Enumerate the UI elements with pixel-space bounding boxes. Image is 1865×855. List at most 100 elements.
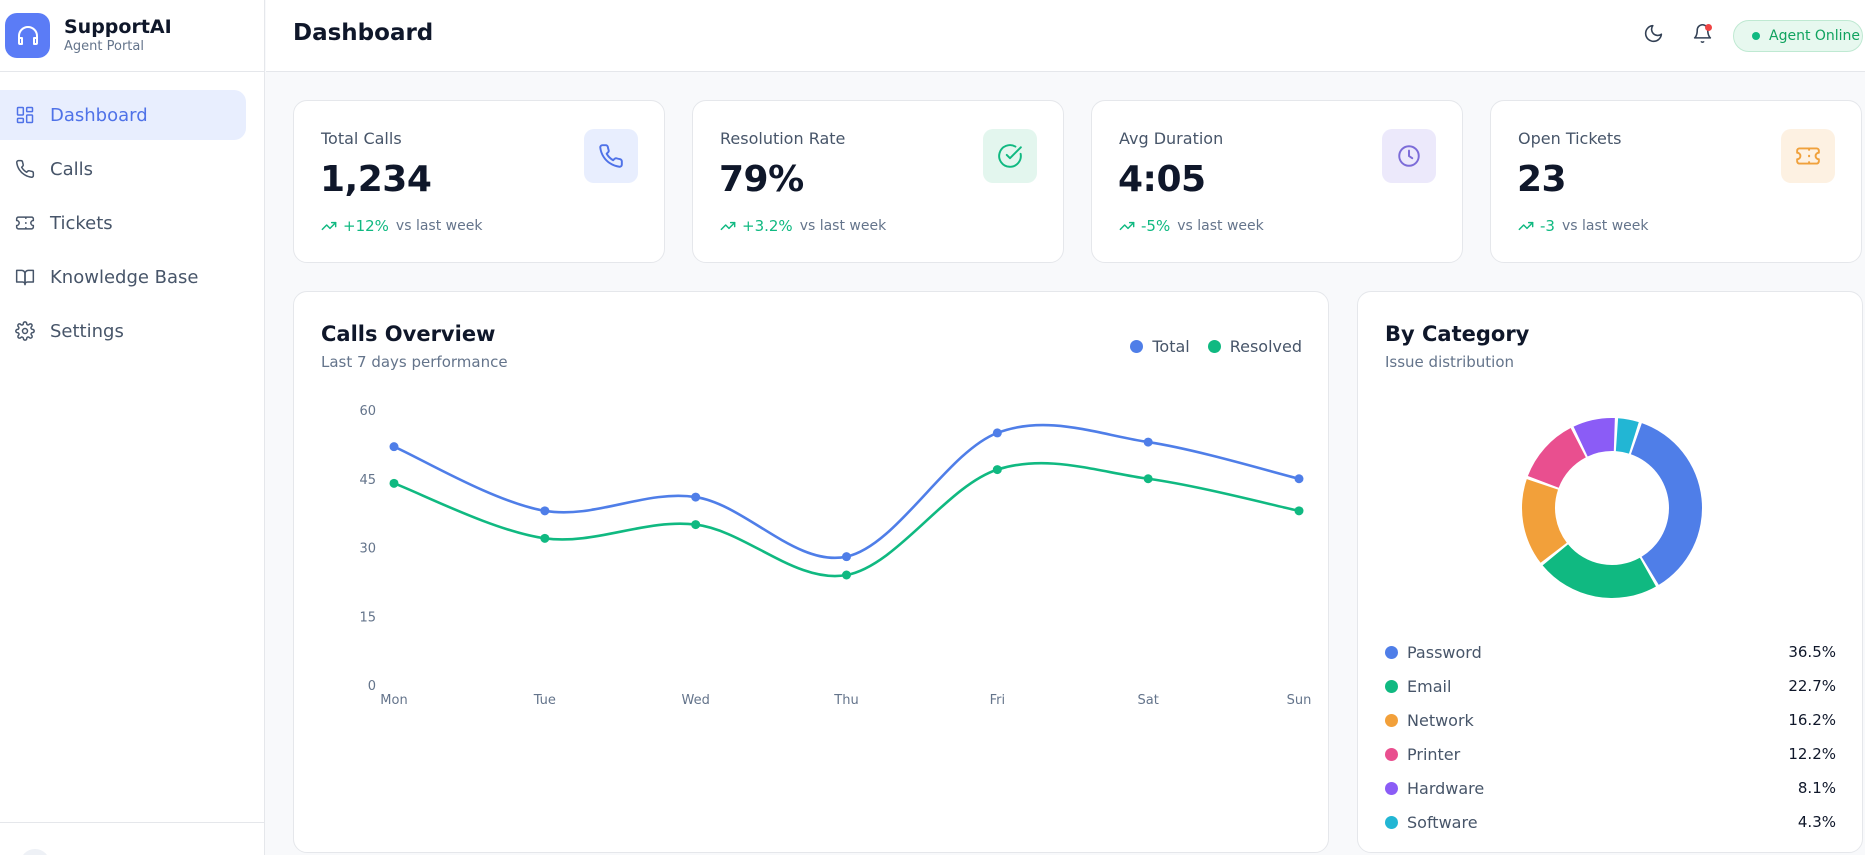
y-tick-label: 60: [359, 404, 376, 419]
category-row-email: Email 22.7%: [1385, 669, 1836, 703]
donut-slice-hardware[interactable]: [1573, 418, 1615, 457]
stat-value: 23: [1517, 159, 1567, 200]
category-label: Email: [1407, 676, 1452, 696]
data-point-resolved[interactable]: [389, 478, 399, 488]
brand-name: SupportAI: [64, 15, 172, 38]
data-point-resolved[interactable]: [992, 465, 1002, 475]
legend-swatch: [1385, 713, 1398, 727]
phone-icon: [584, 129, 638, 183]
notification-dot: [1705, 24, 1712, 31]
stat-card-avg-duration: Avg Duration 4:05 -5% vs last week: [1091, 100, 1463, 263]
stat-change-caption: vs last week: [395, 218, 483, 234]
sidebar-item-settings[interactable]: Settings: [0, 306, 246, 356]
data-point-total[interactable]: [1294, 474, 1304, 484]
data-point-total[interactable]: [691, 492, 701, 502]
donut-slice-password[interactable]: [1630, 423, 1702, 585]
data-point-resolved[interactable]: [691, 520, 701, 530]
brand-subtitle: Agent Portal: [64, 38, 144, 54]
category-percent: 22.7%: [1788, 677, 1836, 695]
data-point-resolved[interactable]: [1143, 474, 1153, 484]
category-percent: 16.2%: [1788, 711, 1836, 729]
category-donut-chart: [1522, 418, 1702, 598]
data-point-resolved[interactable]: [540, 533, 550, 543]
notifications-button[interactable]: [1689, 22, 1715, 48]
data-point-total[interactable]: [842, 552, 851, 562]
sidebar-item-tickets[interactable]: Tickets: [0, 198, 246, 248]
donut-slice-printer[interactable]: [1527, 428, 1586, 488]
donut-slice-email[interactable]: [1542, 544, 1656, 598]
series-line-total: [393, 423, 1300, 560]
legend-swatch: [1385, 747, 1398, 761]
legend-swatch: [1385, 645, 1398, 659]
stat-card-resolution-rate: Resolution Rate 79% +3.2% vs last week: [692, 100, 1064, 263]
sidebar-item-calls[interactable]: Calls: [0, 144, 246, 194]
category-row-password: Password 36.5%: [1385, 635, 1836, 669]
stat-change-caption: vs last week: [799, 218, 887, 234]
data-point-total[interactable]: [992, 428, 1002, 438]
trending-up-icon: [1518, 221, 1534, 231]
ticket-icon: [1781, 129, 1835, 183]
stat-value: 4:05: [1118, 159, 1206, 200]
panel-title: By Category: [1385, 322, 1530, 346]
category-list: Password 36.5% Email 22.7% Network 16.2% Print…: [1385, 635, 1836, 839]
legend-item-resolved[interactable]: Resolved: [1207, 337, 1302, 356]
status-badge[interactable]: Agent Online: [1733, 20, 1863, 52]
calls-overview-panel: Calls Overview Last 7 days performance T…: [293, 291, 1329, 853]
stat-change: +12% vs last week: [321, 217, 482, 235]
category-percent: 8.1%: [1797, 779, 1836, 797]
trending-up-icon: [321, 221, 337, 231]
stat-value: 1,234: [320, 159, 432, 200]
brand: SupportAI Agent Portal: [0, 0, 264, 72]
stat-change: -3 vs last week: [1518, 217, 1648, 235]
stat-label: Avg Duration: [1119, 129, 1224, 148]
dashboard-grid-icon: [14, 104, 36, 126]
category-label: Hardware: [1407, 778, 1485, 798]
sidebar-item-dashboard[interactable]: Dashboard: [0, 90, 246, 140]
check-circle-icon: [983, 129, 1037, 183]
x-tick-label: Sat: [1138, 693, 1159, 708]
stat-change: +3.2% vs last week: [720, 217, 886, 235]
x-tick-label: Fri: [990, 693, 1006, 708]
panel-subtitle: Issue distribution: [1385, 353, 1515, 371]
legend-item-total[interactable]: Total: [1130, 337, 1190, 356]
category-percent: 4.3%: [1797, 813, 1836, 831]
stat-card-open-tickets: Open Tickets 23 -3 vs last week: [1490, 100, 1862, 263]
panel-title: Calls Overview: [321, 322, 496, 346]
sidebar-item-knowledge-base[interactable]: Knowledge Base: [0, 252, 246, 302]
stat-change-value: +12%: [343, 217, 389, 235]
bell-icon: [1692, 23, 1713, 48]
sidebar-item-label: Knowledge Base: [50, 266, 199, 288]
stat-label: Total Calls: [321, 129, 402, 148]
data-point-resolved[interactable]: [842, 570, 851, 580]
sidebar-item-label: Settings: [50, 320, 124, 342]
page-title: Dashboard: [293, 20, 434, 46]
book-icon: [14, 266, 36, 288]
legend-label: Resolved: [1229, 337, 1302, 356]
panel-subtitle: Last 7 days performance: [321, 353, 508, 371]
phone-icon: [14, 158, 36, 180]
donut-slice-software[interactable]: [1615, 418, 1639, 454]
status-dot: [1752, 32, 1760, 40]
data-point-total[interactable]: [540, 506, 550, 516]
legend-swatch: [1130, 340, 1144, 353]
data-point-resolved[interactable]: [1294, 506, 1304, 516]
x-tick-label: Mon: [380, 693, 407, 708]
x-tick-label: Thu: [833, 693, 858, 708]
data-point-total[interactable]: [1143, 437, 1153, 447]
stat-change: -5% vs last week: [1119, 217, 1264, 235]
category-row-software: Software 4.3%: [1385, 805, 1836, 839]
legend-swatch: [1385, 815, 1398, 829]
stat-change-value: -3: [1540, 217, 1555, 235]
dark-mode-toggle[interactable]: [1640, 22, 1666, 48]
sidebar-item-label: Calls: [50, 158, 93, 180]
avatar[interactable]: [20, 849, 50, 855]
category-label: Network: [1407, 710, 1474, 730]
stat-change-caption: vs last week: [1561, 218, 1649, 234]
trending-up-icon: [720, 221, 736, 231]
chart-legend: Total Resolved: [1112, 337, 1302, 356]
sidebar-item-label: Tickets: [50, 212, 113, 234]
stat-label: Resolution Rate: [720, 129, 846, 148]
donut-slice-network[interactable]: [1522, 479, 1567, 563]
category-percent: 12.2%: [1788, 745, 1836, 763]
data-point-total[interactable]: [389, 442, 399, 452]
